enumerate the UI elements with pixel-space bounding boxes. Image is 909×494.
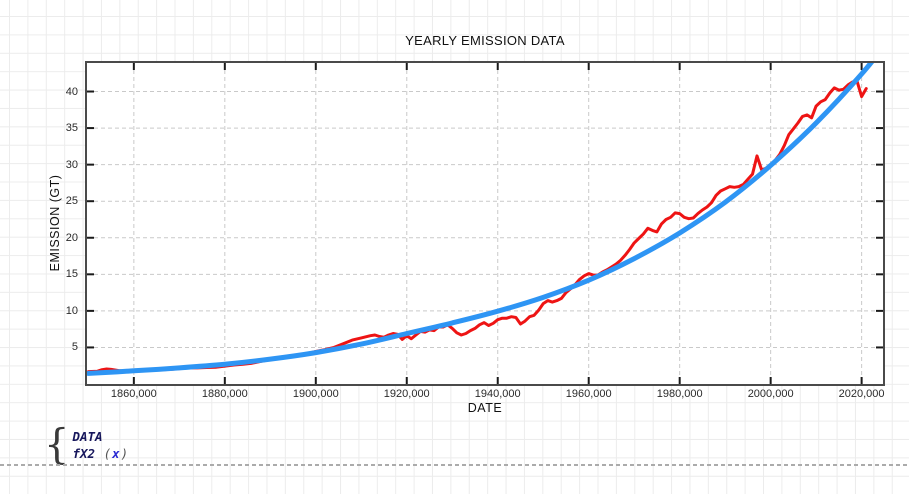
legend-entry-fit[interactable]: fX2 (x): [72, 446, 129, 462]
legend-fit-close-paren: ): [120, 445, 129, 461]
x-tick-label: 2020,000: [838, 388, 885, 400]
legend-fit-name: fX2: [72, 445, 96, 461]
plot-legend[interactable]: { DATA fX2 (x): [44, 421, 129, 469]
legend-fit-open-paren: (: [103, 445, 112, 461]
legend-entry-data-label: DATA: [72, 428, 103, 444]
legend-brace: {: [44, 421, 70, 469]
emission-plot-region[interactable]: [85, 61, 885, 386]
y-tick-label: 10: [65, 304, 78, 317]
series-fx2-x-: [87, 63, 875, 376]
y-tick-label: 5: [71, 341, 78, 354]
x-tick-label: 1920,000: [383, 388, 430, 400]
x-tick-labels: 1860,000 1880,000 1900,000 1920,000 1940,000…: [0, 388, 909, 402]
x-tick-label: 1880,000: [201, 388, 248, 400]
y-tick-label: 20: [65, 231, 78, 244]
y-tick-label: 35: [65, 122, 78, 135]
legend-fit-arg: x: [112, 445, 120, 461]
page-break-line: [0, 464, 909, 466]
x-tick-label: 1940,000: [474, 388, 521, 400]
series-data: [87, 79, 868, 374]
legend-entry-data[interactable]: DATA: [72, 429, 129, 445]
y-tick-labels: 5 10 15 20 25 30 35 40: [0, 0, 78, 420]
x-tick-label: 1980,000: [656, 388, 703, 400]
y-tick-label: 30: [65, 158, 78, 171]
x-tick-label: 2000,000: [747, 388, 794, 400]
y-tick-label: 25: [65, 195, 78, 208]
chart-title: YEARLY EMISSION DATA: [405, 33, 565, 48]
plot-svg: [87, 63, 883, 384]
legend-lines: DATA fX2 (x): [72, 429, 129, 462]
x-tick-label: 1960,000: [565, 388, 612, 400]
y-tick-label: 15: [65, 268, 78, 281]
x-tick-label: 1860,000: [110, 388, 157, 400]
x-tick-label: 1900,000: [292, 388, 339, 400]
x-axis-title: DATE: [467, 401, 503, 415]
y-tick-label: 40: [65, 85, 78, 98]
